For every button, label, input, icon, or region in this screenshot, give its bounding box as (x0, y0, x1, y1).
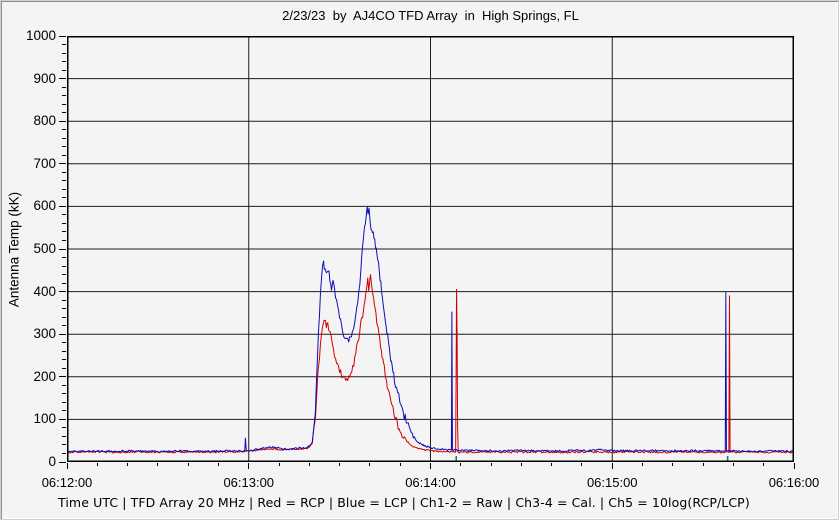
y-major-tick (59, 248, 66, 250)
y-minor-tick (62, 342, 66, 344)
y-tick-label: 0 (48, 454, 56, 469)
footer-caption: Time UTC | TFD Array 20 MHz | Red = RCP … (58, 495, 750, 510)
y-minor-tick (62, 112, 66, 114)
x-minor-tick (520, 463, 522, 466)
y-tick-label: 200 (33, 368, 56, 384)
y-tick-label: 100 (33, 411, 56, 427)
y-minor-tick (62, 265, 66, 267)
x-tick-label: 06:13:00 (223, 475, 275, 490)
x-minor-tick (399, 463, 401, 466)
y-minor-tick (62, 239, 66, 241)
x-major-tick (430, 463, 431, 469)
y-minor-tick (62, 61, 66, 63)
y-major-tick (59, 35, 66, 37)
y-minor-tick (62, 282, 66, 284)
x-minor-tick (581, 463, 583, 466)
x-major-tick (793, 463, 795, 469)
x-minor-tick (127, 463, 129, 466)
y-minor-tick (62, 299, 66, 301)
y-minor-tick (62, 435, 66, 437)
x-minor-tick (308, 463, 310, 466)
y-minor-tick (62, 222, 66, 224)
plot-frame (67, 36, 794, 462)
y-minor-tick (62, 129, 66, 131)
x-minor-tick (763, 463, 765, 466)
y-minor-tick (62, 171, 66, 173)
y-minor-tick (62, 367, 66, 369)
y-minor-tick (62, 103, 66, 105)
y-minor-tick (62, 197, 66, 199)
x-tick-label: 06:14:00 (405, 475, 456, 490)
y-minor-tick (62, 350, 66, 352)
y-minor-tick (62, 69, 66, 71)
y-minor-tick (62, 188, 66, 190)
x-minor-tick (642, 463, 644, 466)
x-minor-tick (672, 463, 674, 466)
chart-plot-svg (67, 36, 794, 462)
y-minor-tick (62, 146, 66, 148)
y-minor-tick (62, 44, 66, 46)
y-minor-tick (62, 274, 66, 276)
y-minor-tick (62, 154, 66, 156)
x-minor-tick (551, 463, 553, 466)
series-trace-lcp (67, 205, 794, 453)
y-tick-label: 400 (33, 283, 56, 299)
y-minor-tick (62, 95, 66, 97)
series-trace-rcp (67, 274, 794, 454)
y-minor-tick (62, 180, 66, 182)
y-minor-tick (62, 444, 66, 446)
chart-plot-area (67, 36, 794, 462)
y-minor-tick (62, 137, 66, 139)
y-major-tick (59, 418, 66, 420)
x-tick-label: 06:12:00 (41, 475, 93, 490)
y-tick-label: 300 (33, 326, 56, 342)
y-minor-tick (62, 410, 66, 412)
y-minor-tick (62, 359, 66, 361)
x-minor-tick (96, 463, 98, 466)
y-major-tick (59, 205, 66, 207)
y-tick-label: 800 (33, 113, 56, 129)
y-major-tick (59, 78, 66, 80)
y-major-tick (59, 333, 66, 335)
y-minor-tick (62, 52, 66, 54)
x-minor-tick (339, 463, 341, 466)
x-minor-tick (369, 463, 371, 466)
y-tick-label: 700 (33, 155, 56, 171)
y-minor-tick (62, 401, 66, 403)
y-major-tick (59, 461, 66, 463)
x-minor-tick (157, 463, 159, 466)
x-major-tick (248, 463, 250, 469)
y-minor-tick (62, 384, 66, 386)
x-major-tick (611, 463, 613, 469)
y-minor-tick (62, 452, 66, 454)
x-minor-tick (490, 463, 492, 466)
y-major-tick (59, 376, 66, 378)
y-major-tick (59, 291, 66, 293)
y-minor-tick (62, 427, 66, 429)
x-tick-label: 06:16:00 (768, 475, 820, 490)
y-major-tick (59, 163, 66, 165)
x-minor-tick (460, 463, 462, 466)
y-minor-tick (62, 393, 66, 395)
y-minor-tick (62, 214, 66, 216)
y-major-tick (59, 120, 66, 122)
chart-title: 2/23/23 by AJ4CO TFD Array in High Sprin… (282, 8, 579, 23)
x-minor-tick (187, 463, 189, 466)
x-minor-tick (702, 463, 704, 466)
y-tick-label: 1000 (25, 28, 56, 43)
y-minor-tick (62, 257, 66, 259)
x-minor-tick (217, 463, 219, 466)
y-minor-tick (62, 316, 66, 318)
y-tick-label: 500 (33, 241, 56, 256)
y-minor-tick (62, 231, 66, 233)
y-minor-tick (62, 86, 66, 88)
y-tick-label: 600 (33, 198, 56, 214)
x-minor-tick (278, 463, 280, 466)
x-major-tick (66, 463, 68, 469)
x-minor-tick (732, 463, 734, 466)
y-tick-label: 900 (33, 70, 56, 86)
x-tick-label: 06:15:00 (586, 475, 638, 490)
y-minor-tick (62, 325, 66, 327)
y-minor-tick (62, 308, 66, 310)
